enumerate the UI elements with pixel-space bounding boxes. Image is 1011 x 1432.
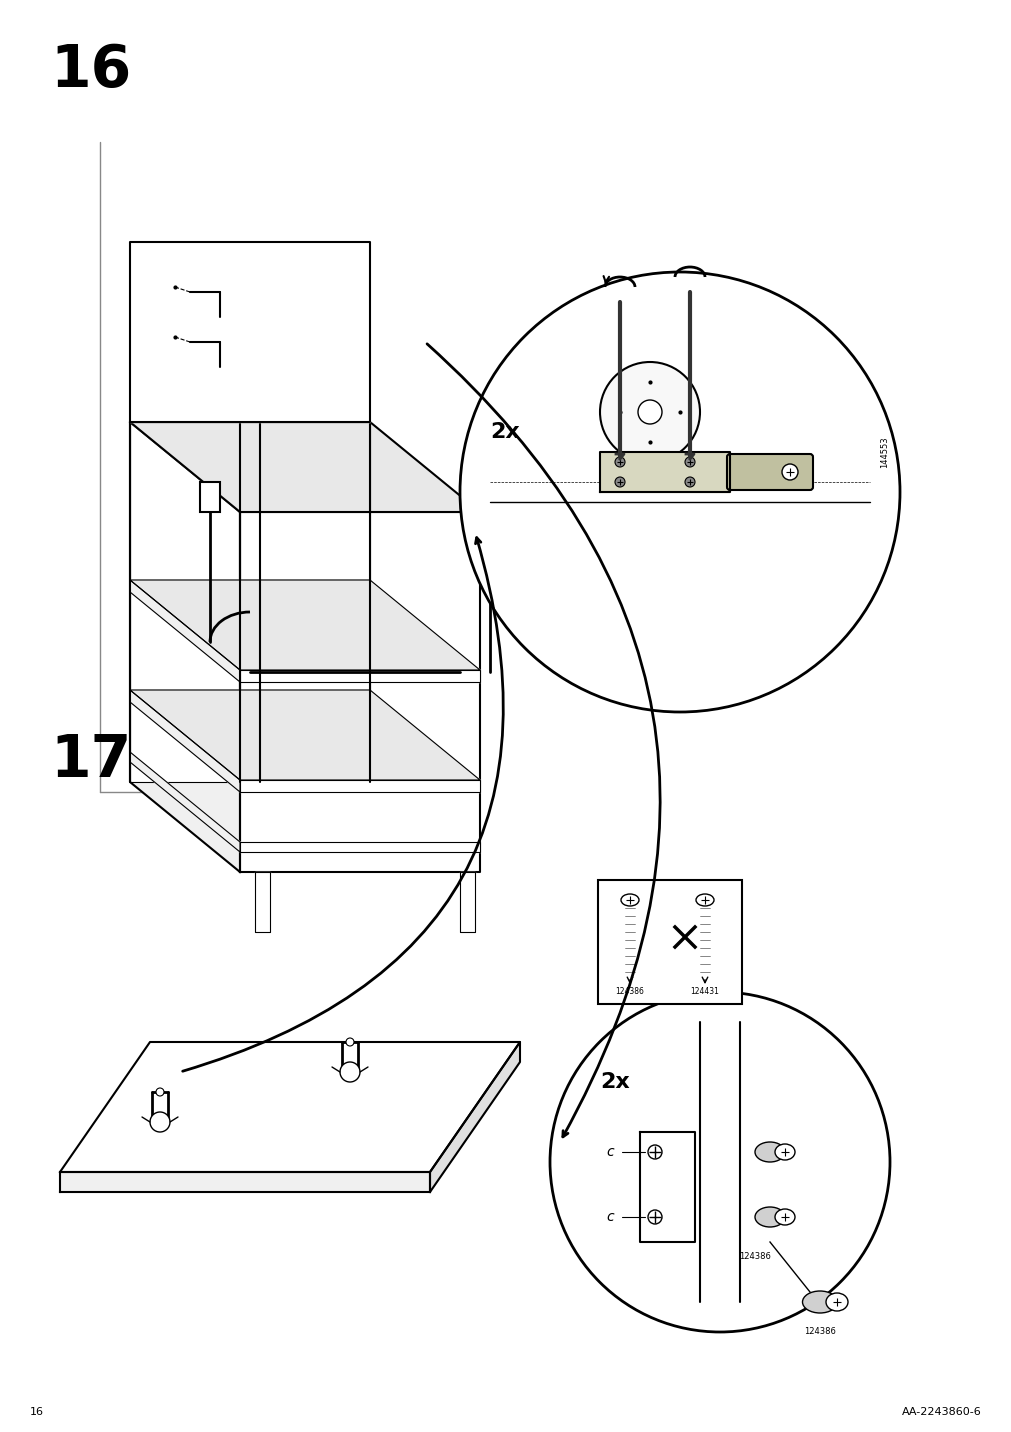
- Ellipse shape: [754, 1141, 785, 1161]
- Text: AA-2243860-6: AA-2243860-6: [902, 1408, 981, 1418]
- Polygon shape: [60, 1042, 520, 1171]
- Circle shape: [549, 992, 889, 1332]
- Ellipse shape: [825, 1293, 847, 1312]
- Circle shape: [156, 1088, 164, 1095]
- Circle shape: [346, 1038, 354, 1045]
- Ellipse shape: [774, 1209, 795, 1224]
- Polygon shape: [255, 872, 270, 932]
- Polygon shape: [240, 842, 479, 852]
- Text: c: c: [606, 1210, 614, 1224]
- Text: 124431: 124431: [690, 987, 719, 997]
- Polygon shape: [639, 1133, 695, 1242]
- Polygon shape: [129, 422, 479, 513]
- Circle shape: [460, 272, 899, 712]
- Polygon shape: [600, 453, 729, 493]
- Polygon shape: [129, 690, 479, 780]
- Circle shape: [340, 1063, 360, 1083]
- Text: 17: 17: [50, 732, 131, 789]
- Circle shape: [615, 457, 625, 467]
- Text: 124386: 124386: [738, 1252, 770, 1262]
- Text: 124386: 124386: [804, 1327, 835, 1336]
- Bar: [484, 483, 504, 513]
- Text: 2x: 2x: [489, 422, 520, 442]
- Text: c: c: [606, 1146, 614, 1158]
- Circle shape: [647, 1146, 661, 1158]
- Text: 144553: 144553: [880, 437, 889, 468]
- Text: 16: 16: [30, 1408, 43, 1418]
- Circle shape: [150, 1113, 170, 1133]
- Ellipse shape: [774, 1144, 795, 1160]
- Polygon shape: [240, 670, 479, 682]
- Polygon shape: [129, 422, 370, 782]
- Circle shape: [615, 477, 625, 487]
- Polygon shape: [460, 872, 474, 932]
- Polygon shape: [60, 1171, 430, 1191]
- Polygon shape: [129, 580, 479, 670]
- Polygon shape: [129, 242, 370, 422]
- Circle shape: [637, 400, 661, 424]
- Circle shape: [782, 464, 798, 480]
- Ellipse shape: [754, 1207, 785, 1227]
- Text: 16: 16: [50, 42, 131, 99]
- Polygon shape: [129, 690, 240, 792]
- Circle shape: [684, 477, 695, 487]
- Polygon shape: [430, 1042, 520, 1191]
- Text: 124386: 124386: [615, 987, 644, 997]
- Polygon shape: [240, 780, 479, 792]
- Circle shape: [684, 457, 695, 467]
- FancyBboxPatch shape: [598, 881, 741, 1004]
- Bar: [200, 483, 219, 513]
- Ellipse shape: [802, 1292, 837, 1313]
- Polygon shape: [129, 422, 240, 872]
- Polygon shape: [240, 513, 479, 872]
- Polygon shape: [129, 580, 240, 682]
- Text: 2x: 2x: [600, 1073, 629, 1093]
- FancyBboxPatch shape: [726, 454, 812, 490]
- Circle shape: [600, 362, 700, 463]
- Ellipse shape: [621, 894, 638, 906]
- Polygon shape: [129, 752, 240, 852]
- Circle shape: [647, 1210, 661, 1224]
- Ellipse shape: [696, 894, 714, 906]
